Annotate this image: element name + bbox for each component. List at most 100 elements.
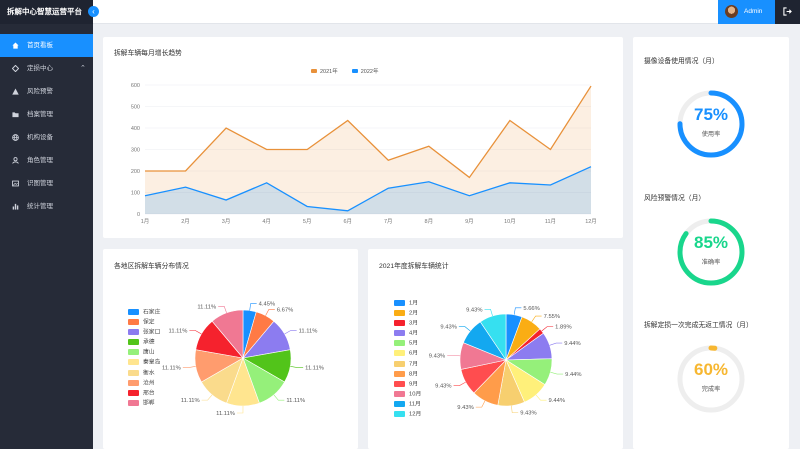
region-pie-chart: 4.45%6.67% 11.11% 11.11% 11.11% 11.11% 11.11%… — [162, 302, 324, 417]
gauge-label: 完成率 — [701, 386, 721, 393]
label-leader — [541, 326, 554, 332]
legend-item[interactable]: 12月 — [394, 411, 421, 421]
legend-label: 5月 — [409, 340, 419, 347]
logout-button[interactable] — [775, 0, 800, 24]
legend-item[interactable]: 3月 — [394, 320, 421, 330]
legend-item[interactable]: 张家口 — [128, 329, 160, 339]
sidebar-item-dashboard[interactable]: 首页看板 — [0, 34, 93, 57]
x-tick-label: 3月 — [222, 218, 231, 225]
x-tick-label: 7月 — [384, 218, 393, 225]
legend-item[interactable]: 5月 — [394, 340, 421, 350]
legend-item[interactable]: 承德 — [128, 339, 160, 349]
slice-label: 1.89% — [555, 325, 571, 331]
slice-label: 6.67% — [277, 307, 293, 313]
legend-swatch — [394, 340, 405, 347]
slice-label: 9.43% — [466, 307, 482, 313]
slice-label: 11.11% — [286, 398, 305, 404]
gauge-value: 75% — [693, 105, 729, 124]
legend-item[interactable]: 6月 — [394, 350, 421, 360]
legend-label: 6月 — [409, 351, 419, 357]
legend-label: 7月 — [409, 361, 419, 368]
x-tick-label: 5月 — [303, 218, 312, 225]
label-leader — [531, 315, 542, 323]
legend-label: 邯郸 — [143, 400, 155, 407]
user-menu[interactable]: Admin — [718, 0, 775, 24]
label-leader — [513, 307, 522, 315]
sidebar-item-label: 角色管理 — [27, 157, 53, 164]
label-leader — [458, 326, 471, 332]
legend-label: 石家庄 — [143, 309, 161, 316]
chevron-left-icon[interactable]: ‹ — [88, 6, 99, 17]
card-title: 摄像设备使用情况（月） — [644, 58, 719, 65]
y-tick-label: 300 — [131, 148, 140, 154]
label-leader — [249, 303, 257, 311]
slice-label: 9.43% — [429, 353, 445, 359]
label-leader — [453, 381, 466, 386]
user-icon — [12, 157, 19, 164]
legend-swatch — [394, 411, 405, 418]
sidebar-item-roles[interactable]: 角色管理 — [0, 149, 93, 172]
legend-item[interactable]: 8月 — [394, 370, 421, 381]
chevron-up-icon[interactable]: ⌃ — [80, 65, 86, 72]
legend-item[interactable]: 1月 — [394, 300, 421, 310]
y-tick-label: 0 — [137, 212, 140, 218]
series-line — [145, 85, 592, 179]
sidebar-item-assessment[interactable]: 定损中心 ⌃ — [0, 57, 93, 80]
sidebar-item-devices[interactable]: 机构设备 — [0, 126, 93, 149]
legend-item[interactable]: 沧州 — [128, 379, 160, 390]
legend-swatch — [128, 359, 139, 366]
trend-card: 拆解车辆每月增长趋势 2021年 2022年 0 100 200 300 400 500 6… — [103, 37, 623, 238]
legend-swatch — [128, 399, 139, 406]
x-tick-label: 11月 — [545, 218, 556, 225]
legend-label: 1月 — [409, 300, 419, 307]
chart-icon — [12, 203, 19, 210]
gauge-value: 85% — [693, 233, 729, 252]
legend-item[interactable]: 保定 — [128, 319, 160, 329]
legend-swatch — [128, 389, 139, 396]
series-line — [144, 166, 592, 212]
slice-label: 9.44% — [549, 398, 565, 404]
month-card: 2021年度拆解车辆统计 1月 2月 3月 4月 5月 6月 7月 8月 9月 10月 11月 12月… — [368, 249, 623, 449]
legend-item[interactable]: 石家庄 — [128, 309, 160, 319]
legend-label: 张家口 — [143, 329, 161, 336]
sidebar-item-archives[interactable]: 档案管理 — [0, 103, 93, 126]
legend-label: 唐山 — [143, 349, 155, 356]
sidebar-item-statistics[interactable]: 统计管理 — [0, 195, 93, 218]
legend-item[interactable]: 10月 — [394, 390, 421, 401]
diamond-icon — [12, 65, 19, 72]
slice-label: 11.11% — [169, 328, 188, 334]
slice-label: 11.11% — [181, 398, 200, 404]
pie-slice — [479, 313, 507, 361]
gauge-arc — [677, 90, 745, 158]
logout-icon — [783, 7, 792, 16]
legend-item[interactable]: 9月 — [394, 380, 421, 391]
card-title: 各地区拆解车辆分布情况 — [114, 263, 189, 270]
legend-label: 4月 — [409, 330, 419, 337]
slice-label: 4.45% — [259, 302, 275, 308]
label-leader — [511, 405, 519, 413]
slice-label: 11.11% — [197, 304, 216, 310]
legend-label: 9月 — [409, 381, 419, 388]
legend-item[interactable]: 秦皇岛 — [128, 359, 160, 369]
legend-item[interactable]: 11月 — [394, 400, 421, 411]
legend-swatch — [394, 300, 405, 306]
x-tick-label: 9月 — [465, 218, 474, 225]
label-leader — [284, 330, 297, 335]
legend-label: 12月 — [409, 411, 422, 418]
legend-item[interactable]: 邯郸 — [128, 399, 160, 410]
legend-item[interactable]: 唐山 — [128, 349, 160, 359]
legend-item[interactable]: 2月 — [394, 310, 421, 320]
sidebar-item-label: 识图管理 — [27, 180, 53, 187]
legend-item[interactable]: 7月 — [394, 360, 421, 371]
label-leader — [182, 366, 196, 368]
sidebar-item-image-recognition[interactable]: 识图管理 — [0, 172, 93, 195]
legend-item[interactable]: 4月 — [394, 330, 421, 340]
legend-item[interactable]: 衡水 — [128, 369, 160, 380]
legend-swatch — [394, 330, 405, 337]
label-leader — [236, 405, 244, 414]
legend-label: 11月 — [409, 401, 421, 408]
month-pie-chart: 5.66% 7.55% 1.89% 9.44% 9.44% 9.44% 9.43% 9.43%… — [429, 306, 582, 417]
legend-item[interactable]: 邢台 — [128, 389, 160, 400]
sidebar-item-risk[interactable]: 风险预警 — [0, 80, 93, 103]
gauge-value: 60% — [693, 360, 729, 379]
